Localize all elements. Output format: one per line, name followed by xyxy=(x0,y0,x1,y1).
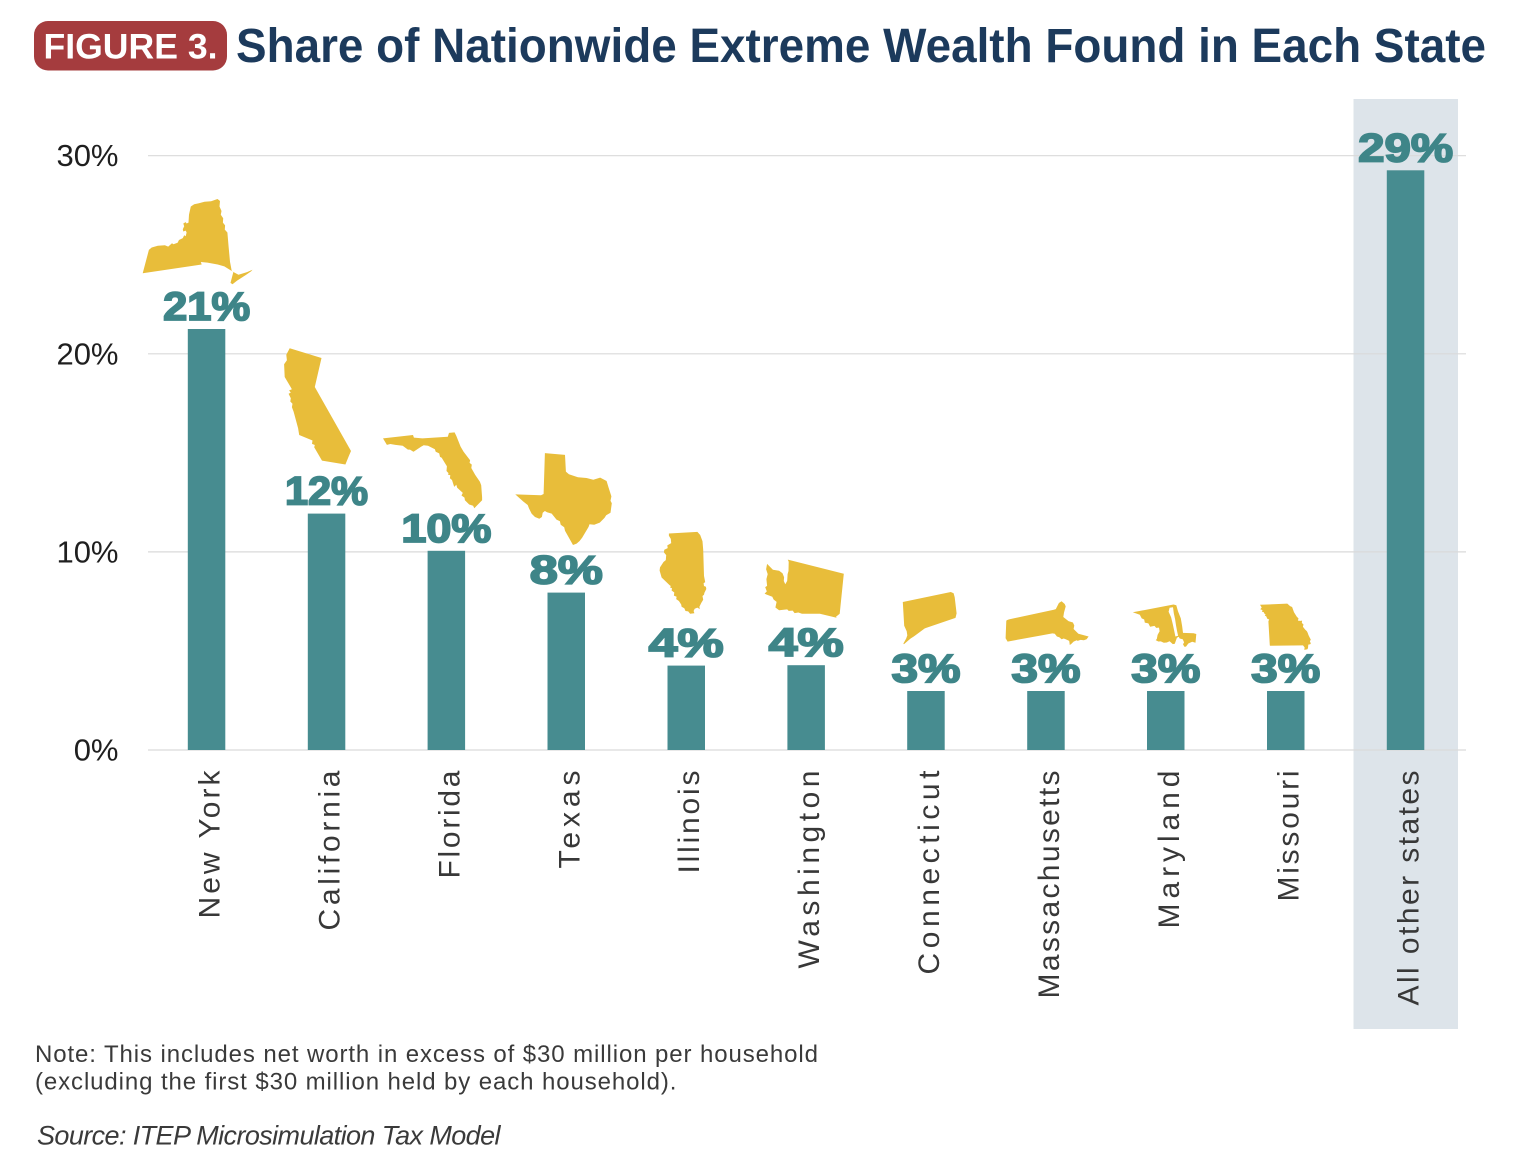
svg-text:3%: 3% xyxy=(1131,647,1200,691)
svg-text:FIGURE 3.: FIGURE 3. xyxy=(44,28,218,67)
svg-text:Illinois: Illinois xyxy=(673,771,706,874)
svg-text:20%: 20% xyxy=(56,336,118,371)
svg-text:Maryland: Maryland xyxy=(1153,771,1186,929)
svg-text:(excluding the first $30 milli: (excluding the first $30 million held by… xyxy=(35,1069,677,1096)
svg-text:Missouri: Missouri xyxy=(1273,771,1306,902)
svg-text:30%: 30% xyxy=(56,138,118,173)
svg-text:10%: 10% xyxy=(401,507,491,551)
svg-text:3%: 3% xyxy=(892,647,961,691)
svg-text:Source: ITEP Microsimulation T: Source: ITEP Microsimulation Tax Model xyxy=(37,1121,501,1151)
svg-text:New York: New York xyxy=(194,770,227,919)
svg-text:21%: 21% xyxy=(163,285,250,329)
svg-text:Texas: Texas xyxy=(553,771,586,869)
svg-text:29%: 29% xyxy=(1358,126,1453,170)
svg-text:3%: 3% xyxy=(1011,647,1080,691)
svg-text:12%: 12% xyxy=(285,470,368,514)
svg-text:Note: This includes net worth: Note: This includes net worth in excess … xyxy=(35,1041,819,1068)
svg-text:3%: 3% xyxy=(1251,647,1320,691)
svg-text:Share of Nationwide Extreme We: Share of Nationwide Extreme Wealth Found… xyxy=(236,20,1486,73)
svg-text:California: California xyxy=(314,770,347,930)
svg-text:Florida: Florida xyxy=(433,770,466,878)
svg-text:4%: 4% xyxy=(649,622,724,666)
svg-text:10%: 10% xyxy=(56,534,118,569)
svg-text:Massachusetts: Massachusetts xyxy=(1033,771,1066,999)
svg-text:Washington: Washington xyxy=(793,771,826,969)
svg-text:0%: 0% xyxy=(74,733,119,768)
svg-text:8%: 8% xyxy=(530,549,603,593)
svg-text:Connecticut: Connecticut xyxy=(913,770,946,975)
svg-text:4%: 4% xyxy=(769,621,844,665)
